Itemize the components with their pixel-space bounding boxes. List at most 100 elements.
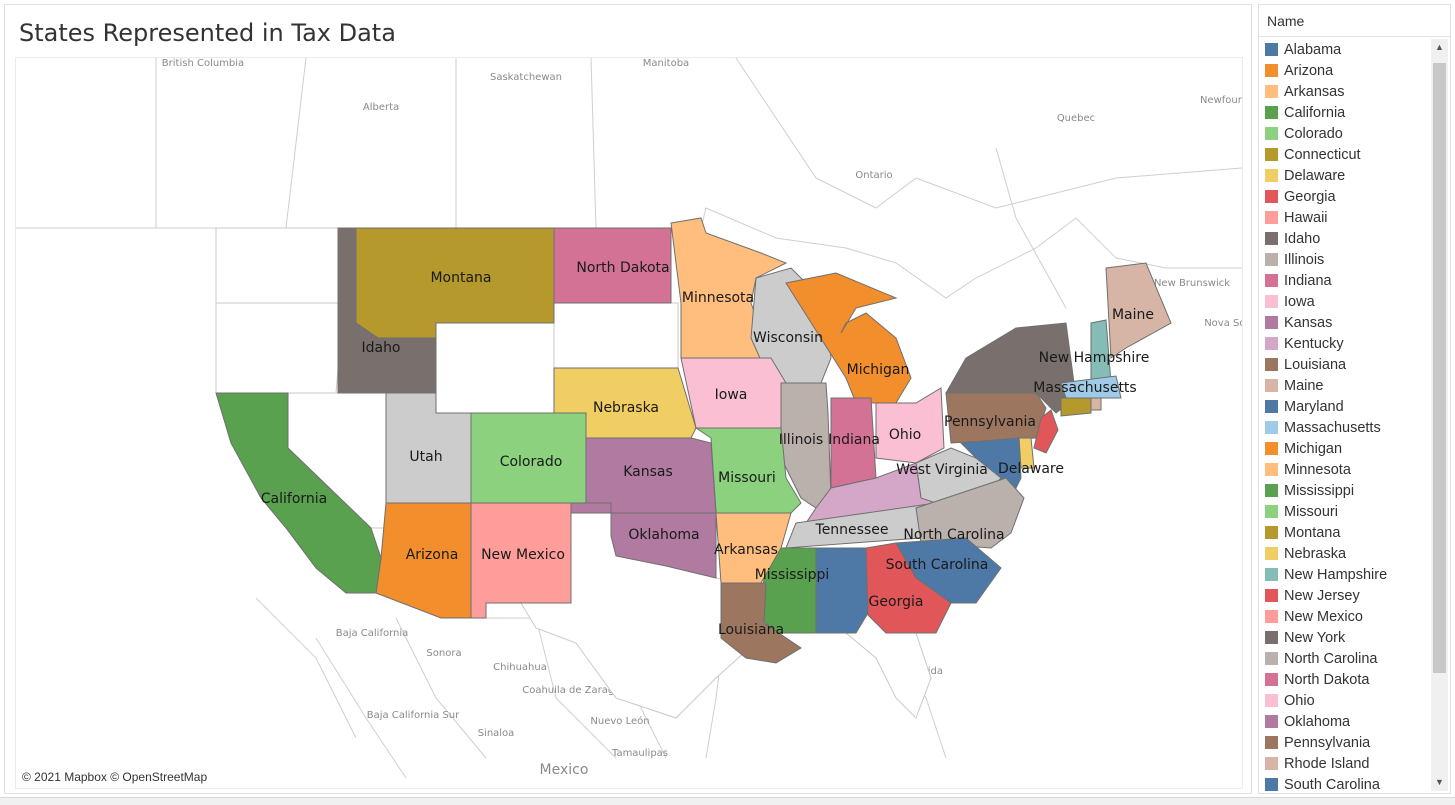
legend-swatch [1265, 505, 1278, 518]
legend-item-north-carolina[interactable]: North Carolina [1259, 648, 1429, 669]
legend-list[interactable]: Alabama Arizona Arkansas California Colorado… [1259, 39, 1429, 791]
legend-item-new-york[interactable]: New York [1259, 627, 1429, 648]
map-svg[interactable]: British Columbia Alberta Saskatchewan Manit… [16, 58, 1242, 788]
state-label-michigan: Michigan [847, 362, 910, 378]
state-label-mississippi: Mississippi [755, 567, 830, 583]
legend-label: New Mexico [1284, 608, 1363, 625]
legend-item-maryland[interactable]: Maryland [1259, 396, 1429, 417]
unshaded-state-wyoming [435, 322, 555, 414]
legend-item-colorado[interactable]: Colorado [1259, 123, 1429, 144]
state-north-dakota[interactable] [553, 227, 672, 304]
state-rhode-island[interactable] [1090, 397, 1102, 411]
state-label-arizona: Arizona [406, 547, 459, 563]
place-label-british-columbia: British Columbia [162, 58, 244, 69]
scroll-up-icon[interactable]: ▲ [1435, 42, 1444, 52]
legend-item-connecticut[interactable]: Connecticut [1259, 144, 1429, 165]
legend-item-new-mexico[interactable]: New Mexico [1259, 606, 1429, 627]
state-label-colorado: Colorado [500, 454, 563, 470]
legend-item-idaho[interactable]: Idaho [1259, 228, 1429, 249]
state-ohio[interactable] [875, 387, 945, 464]
state-california[interactable] [215, 392, 382, 594]
legend-item-nebraska[interactable]: Nebraska [1259, 543, 1429, 564]
legend-item-indiana[interactable]: Indiana [1259, 270, 1429, 291]
viz-container: States Represented in Tax Data [4, 4, 1252, 794]
legend-item-kentucky[interactable]: Kentucky [1259, 333, 1429, 354]
unshaded-state-south-dakota [553, 302, 679, 369]
legend-item-georgia[interactable]: Georgia [1259, 186, 1429, 207]
state-idaho[interactable] [337, 227, 437, 394]
legend-item-montana[interactable]: Montana [1259, 522, 1429, 543]
legend-swatch [1265, 589, 1278, 602]
place-label-manitoba: Manitoba [643, 58, 689, 69]
legend-swatch [1265, 631, 1278, 644]
state-labels: Montana North Dakota Minnesota Idaho Wiscons… [261, 260, 1154, 638]
legend-label: Louisiana [1284, 356, 1347, 373]
state-label-massachusetts: Massachusetts [1033, 380, 1136, 396]
scroll-down-icon[interactable]: ▼ [1435, 777, 1444, 787]
legend-label: Maine [1284, 377, 1324, 394]
legend-swatch [1265, 274, 1278, 287]
state-label-north-carolina: North Carolina [903, 527, 1004, 543]
legend-item-arkansas[interactable]: Arkansas [1259, 81, 1429, 102]
state-label-idaho: Idaho [361, 340, 400, 356]
legend-item-missouri[interactable]: Missouri [1259, 501, 1429, 522]
legend-item-new-hampshire[interactable]: New Hampshire [1259, 564, 1429, 585]
legend-item-mississippi[interactable]: Mississippi [1259, 480, 1429, 501]
legend-swatch [1265, 64, 1278, 77]
legend-label: New Jersey [1284, 587, 1360, 604]
states-layer[interactable] [215, 217, 1172, 719]
legend-swatch [1265, 652, 1278, 665]
state-maine[interactable] [1105, 262, 1172, 359]
legend-swatch [1265, 211, 1278, 224]
legend-swatch [1265, 673, 1278, 686]
legend-item-illinois[interactable]: Illinois [1259, 249, 1429, 270]
place-label-sinaloa: Sinaloa [478, 728, 515, 739]
legend-scrollbar[interactable]: ▲ ▼ [1431, 39, 1448, 791]
legend-item-delaware[interactable]: Delaware [1259, 165, 1429, 186]
legend-label: Iowa [1284, 293, 1315, 310]
place-label-tamaulipas: Tamaulipas [611, 748, 668, 759]
legend-item-minnesota[interactable]: Minnesota [1259, 459, 1429, 480]
legend-item-south-carolina[interactable]: South Carolina [1259, 774, 1429, 791]
map-view[interactable]: British Columbia Alberta Saskatchewan Manit… [15, 57, 1243, 789]
state-massachusetts[interactable] [1060, 375, 1122, 399]
legend-label: New Hampshire [1284, 566, 1388, 583]
legend-label: Minnesota [1284, 461, 1351, 478]
legend-item-rhode-island[interactable]: Rhode Island [1259, 753, 1429, 774]
state-new-jersey[interactable] [1033, 409, 1059, 454]
legend-label: Indiana [1284, 272, 1332, 289]
place-label-newfoundland: Newfoundland [1200, 95, 1242, 106]
legend-item-louisiana[interactable]: Louisiana [1259, 354, 1429, 375]
state-alabama[interactable] [815, 547, 869, 634]
legend-item-michigan[interactable]: Michigan [1259, 438, 1429, 459]
legend-label: South Carolina [1284, 776, 1380, 792]
legend-item-kansas[interactable]: Kansas [1259, 312, 1429, 333]
place-label-sonora: Sonora [426, 648, 461, 659]
scroll-thumb[interactable] [1433, 63, 1446, 673]
legend-item-massachusetts[interactable]: Massachusetts [1259, 417, 1429, 438]
legend-title: Name [1259, 5, 1450, 37]
legend-item-ohio[interactable]: Ohio [1259, 690, 1429, 711]
legend-swatch [1265, 106, 1278, 119]
legend-item-north-dakota[interactable]: North Dakota [1259, 669, 1429, 690]
legend-item-arizona[interactable]: Arizona [1259, 60, 1429, 81]
legend-label: Illinois [1284, 251, 1325, 268]
legend-item-maine[interactable]: Maine [1259, 375, 1429, 396]
legend-swatch [1265, 379, 1278, 392]
legend-item-hawaii[interactable]: Hawaii [1259, 207, 1429, 228]
state-connecticut[interactable] [1060, 397, 1092, 417]
legend-item-oklahoma[interactable]: Oklahoma [1259, 711, 1429, 732]
state-louisiana[interactable] [720, 582, 802, 664]
legend-label: Kentucky [1284, 335, 1344, 352]
legend-item-new-jersey[interactable]: New Jersey [1259, 585, 1429, 606]
state-georgia[interactable] [865, 542, 952, 634]
place-label-chihuahua: Chihuahua [493, 662, 547, 673]
state-label-wisconsin: Wisconsin [753, 330, 823, 346]
legend-item-pennsylvania[interactable]: Pennsylvania [1259, 732, 1429, 753]
legend-label: North Dakota [1284, 671, 1370, 688]
legend-item-california[interactable]: California [1259, 102, 1429, 123]
state-label-nebraska: Nebraska [593, 400, 659, 416]
legend-item-alabama[interactable]: Alabama [1259, 39, 1429, 60]
legend-item-iowa[interactable]: Iowa [1259, 291, 1429, 312]
state-label-minnesota: Minnesota [682, 290, 754, 306]
